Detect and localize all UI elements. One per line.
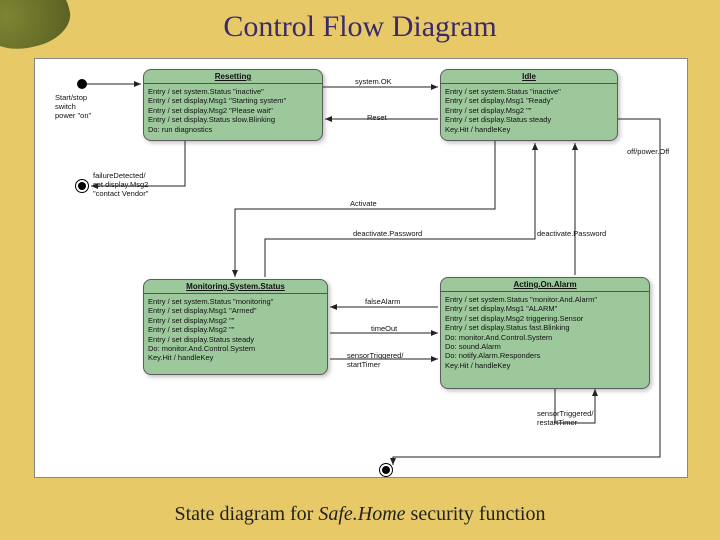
edge-label-sensortrig: sensorTriggered/startTimer <box>347 351 403 369</box>
failure-transition-label: failureDetected/ set display.Msg2 "conta… <box>93 171 148 198</box>
state-title: Monitoring.System.Status <box>144 280 327 294</box>
state-title: Resetting <box>144 70 322 84</box>
state-title: Acting.On.Alarm <box>441 278 649 292</box>
state-body: Entry / set system.Status "monitoring" E… <box>144 294 327 366</box>
final-state-dot <box>75 179 89 193</box>
state-title: Idle <box>441 70 617 84</box>
edge-label-deact-mon: deactivate.Password <box>353 229 422 238</box>
state-idle: Idle Entry / set system.Status "inactive… <box>440 69 618 141</box>
decorative-leaf <box>0 0 76 59</box>
edge-label-activate: Activate <box>350 199 377 208</box>
initial-state-dot <box>77 79 87 89</box>
edge-label-systemok: system.OK <box>355 77 392 86</box>
state-body: Entry / set system.Status "inactive" Ent… <box>441 84 617 137</box>
edge-label-sensortrig2: sensorTriggered/restartTimer <box>537 409 593 427</box>
edge-label-reset: Reset <box>367 113 387 122</box>
final-sink-dot <box>379 463 393 477</box>
edge-label-timeout: timeOut <box>371 324 397 333</box>
state-acting-on-alarm: Acting.On.Alarm Entry / set system.Statu… <box>440 277 650 389</box>
edge-label-falsealarm: falseAlarm <box>365 297 400 306</box>
slide-caption: State diagram for Safe.Home security fun… <box>0 503 720 526</box>
initial-transition-label: Start/stop switch power "on" <box>55 93 91 120</box>
state-monitoring: Monitoring.System.Status Entry / set sys… <box>143 279 328 375</box>
state-body: Entry / set system.Status "inactive" Ent… <box>144 84 322 137</box>
edge-label-deact-alarm: deactivate.Password <box>537 229 606 238</box>
edge-label-offpower: off/power.Off <box>627 147 669 156</box>
slide-title: Control Flow Diagram <box>0 0 720 44</box>
state-diagram: Start/stop switch power "on" failureDete… <box>34 58 688 478</box>
state-resetting: Resetting Entry / set system.Status "ina… <box>143 69 323 141</box>
state-body: Entry / set system.Status "monitor.And.A… <box>441 292 649 373</box>
